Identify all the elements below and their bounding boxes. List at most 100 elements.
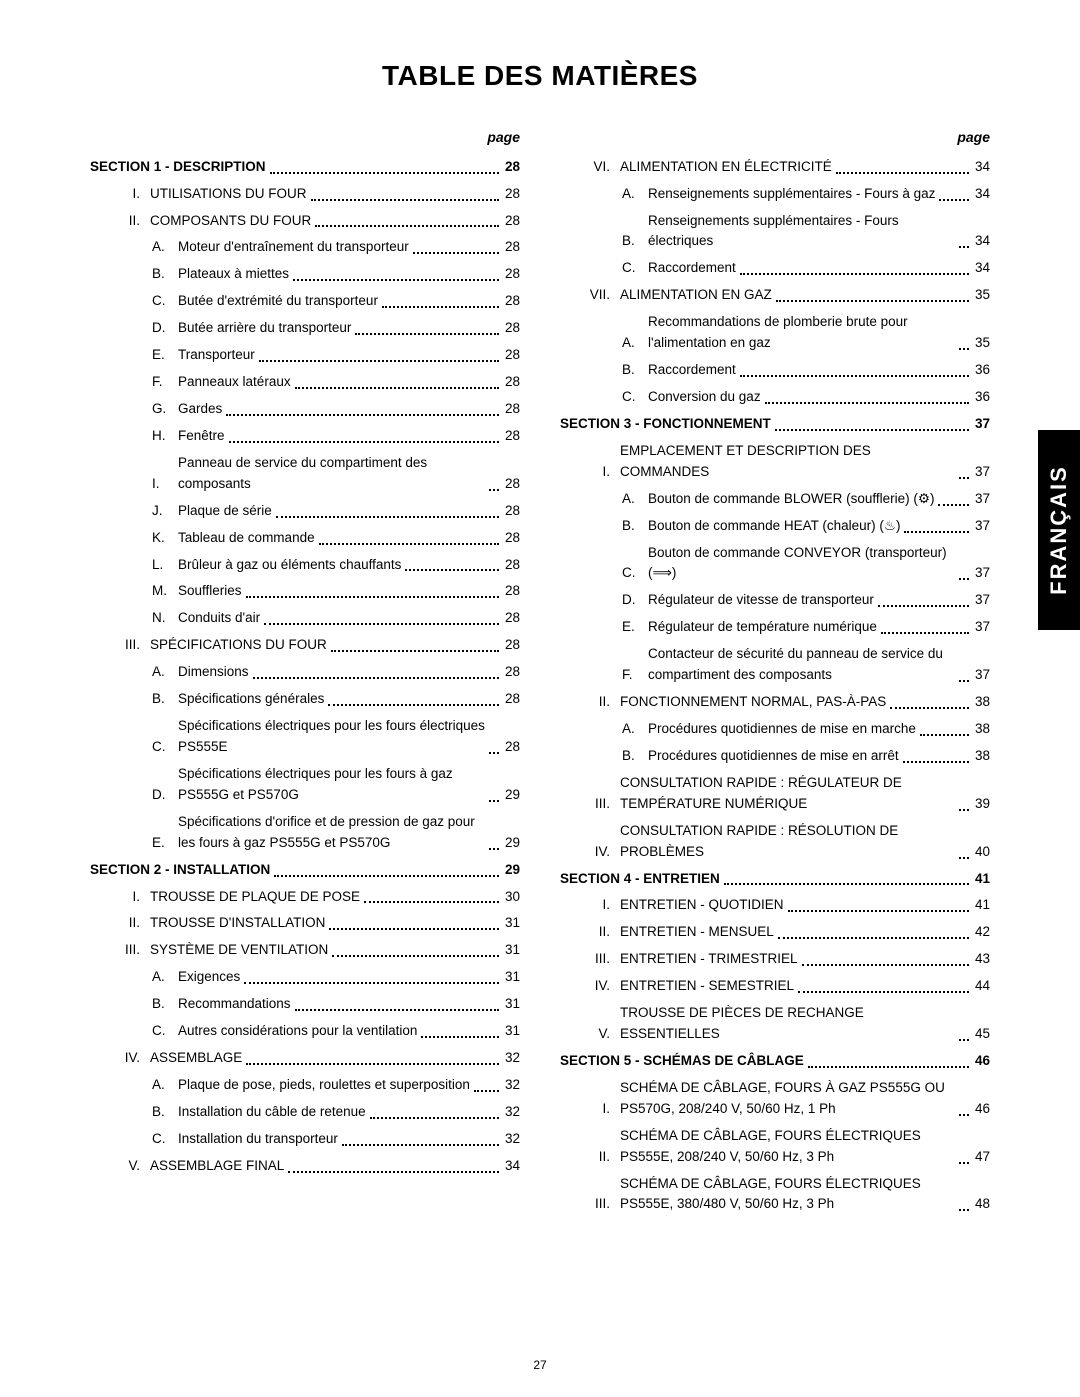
toc-page: 37 <box>973 617 990 638</box>
toc-page: 42 <box>973 922 990 943</box>
toc-entry: B.Plateaux à miettes28 <box>90 264 520 285</box>
leader-dots <box>740 273 969 275</box>
toc-entry: SECTION 4 - ENTRETIEN41 <box>560 869 990 890</box>
toc-marker: II. <box>118 211 150 232</box>
toc-entry: IV.ENTRETIEN - SEMESTRIEL44 <box>560 976 990 997</box>
toc-page: 28 <box>503 372 520 393</box>
toc-page: 28 <box>503 157 520 178</box>
leader-dots <box>802 964 969 966</box>
toc-section-title: SECTION 2 - INSTALLATION <box>90 860 270 881</box>
toc-text: Renseignements supplémentaires - Fours é… <box>648 211 955 253</box>
toc-page: 41 <box>973 895 990 916</box>
toc-page: 36 <box>973 360 990 381</box>
toc-page: 29 <box>503 860 520 881</box>
toc-entry: SECTION 1 - DESCRIPTION28 <box>90 157 520 178</box>
toc-entry: M.Souffleries28 <box>90 581 520 602</box>
leader-dots <box>329 928 499 930</box>
toc-text: FONCTIONNEMENT NORMAL, PAS-À-PAS <box>620 692 886 713</box>
toc-page: 39 <box>973 794 990 815</box>
toc-marker: A. <box>622 719 648 740</box>
leader-dots <box>244 982 499 984</box>
toc-text: ENTRETIEN - SEMESTRIEL <box>620 976 794 997</box>
toc-text: Butée arrière du transporteur <box>178 318 351 339</box>
leader-dots <box>959 1039 969 1041</box>
toc-text: Tableau de commande <box>178 528 315 549</box>
toc-page: 37 <box>973 665 990 686</box>
right-column: page VI.ALIMENTATION EN ÉLECTRICITÉ34A.R… <box>560 127 990 1221</box>
toc-entry: A.Exigences31 <box>90 967 520 988</box>
toc-text: Transporteur <box>178 345 255 366</box>
toc-page: 37 <box>973 414 990 435</box>
toc-entry: II.TROUSSE D'INSTALLATION31 <box>90 913 520 934</box>
toc-text: Dimensions <box>178 662 249 683</box>
toc-entry: II.FONCTIONNEMENT NORMAL, PAS-À-PAS38 <box>560 692 990 713</box>
toc-entry: I.UTILISATIONS DU FOUR28 <box>90 184 520 205</box>
toc-marker: III. <box>118 635 150 656</box>
toc-page: 38 <box>973 719 990 740</box>
toc-marker: A. <box>622 489 648 510</box>
toc-page: 28 <box>503 635 520 656</box>
toc-page: 34 <box>503 1156 520 1177</box>
toc-marker: V. <box>118 1156 150 1177</box>
toc-entry: A.Dimensions28 <box>90 662 520 683</box>
leader-dots <box>938 504 969 506</box>
leader-dots <box>765 402 969 404</box>
toc-text: TROUSSE DE PIÈCES DE RECHANGE ESSENTIELL… <box>620 1003 955 1045</box>
leader-dots <box>959 246 969 248</box>
toc-text: Contacteur de sécurité du panneau de ser… <box>648 644 955 686</box>
toc-page: 37 <box>973 462 990 483</box>
toc-text: Bouton de commande HEAT (chaleur) (♨) <box>648 516 900 537</box>
toc-entry: C.Spécifications électriques pour les fo… <box>90 716 520 758</box>
leader-dots <box>775 429 969 431</box>
toc-text: ENTRETIEN - QUOTIDIEN <box>620 895 784 916</box>
toc-entry: C.Raccordement34 <box>560 258 990 279</box>
toc-page: 28 <box>503 291 520 312</box>
toc-marker: G. <box>152 399 178 420</box>
toc-text: Spécifications générales <box>178 689 324 710</box>
leader-dots <box>342 1144 499 1146</box>
left-column: page SECTION 1 - DESCRIPTION28I.UTILISAT… <box>90 127 520 1221</box>
leader-dots <box>740 375 969 377</box>
toc-entry: III.CONSULTATION RAPIDE : RÉGULATEUR DE … <box>560 773 990 815</box>
toc-text: Spécifications électriques pour les four… <box>178 716 485 758</box>
toc-page: 31 <box>503 913 520 934</box>
leader-dots <box>226 414 499 416</box>
leader-dots <box>328 704 499 706</box>
leader-dots <box>370 1117 499 1119</box>
toc-page: 38 <box>973 692 990 713</box>
toc-marker: VII. <box>588 285 620 306</box>
toc-page: 32 <box>503 1129 520 1150</box>
toc-marker: E. <box>152 833 178 854</box>
toc-marker: I. <box>152 474 178 495</box>
toc-page: 32 <box>503 1075 520 1096</box>
toc-entry: K.Tableau de commande28 <box>90 528 520 549</box>
toc-page: 41 <box>973 869 990 890</box>
toc-marker: C. <box>622 387 648 408</box>
toc-page: 28 <box>503 211 520 232</box>
page-label-right: page <box>560 127 990 149</box>
toc-marker: B. <box>622 231 648 252</box>
toc-entry: F.Panneaux latéraux28 <box>90 372 520 393</box>
toc-page: 28 <box>503 237 520 258</box>
toc-marker: N. <box>152 608 178 629</box>
toc-page: 30 <box>503 887 520 908</box>
toc-page: 28 <box>503 264 520 285</box>
toc-marker: L. <box>152 555 178 576</box>
toc-entry: V.TROUSSE DE PIÈCES DE RECHANGE ESSENTIE… <box>560 1003 990 1045</box>
leader-dots <box>489 800 499 802</box>
leader-dots <box>489 848 499 850</box>
toc-text: Spécifications électriques pour les four… <box>178 764 485 806</box>
toc-entry: E.Spécifications d'orifice et de pressio… <box>90 812 520 854</box>
leader-dots <box>311 199 499 201</box>
toc-entry: I.TROUSSE DE PLAQUE DE POSE30 <box>90 887 520 908</box>
leader-dots <box>959 1114 969 1116</box>
toc-entry: F.Contacteur de sécurité du panneau de s… <box>560 644 990 686</box>
toc-page: 35 <box>973 285 990 306</box>
toc-marker: K. <box>152 528 178 549</box>
leader-dots <box>274 875 499 877</box>
toc-page: 37 <box>973 489 990 510</box>
leader-dots <box>264 623 499 625</box>
toc-marker: E. <box>152 345 178 366</box>
leader-dots <box>959 1162 969 1164</box>
leader-dots <box>959 680 969 682</box>
